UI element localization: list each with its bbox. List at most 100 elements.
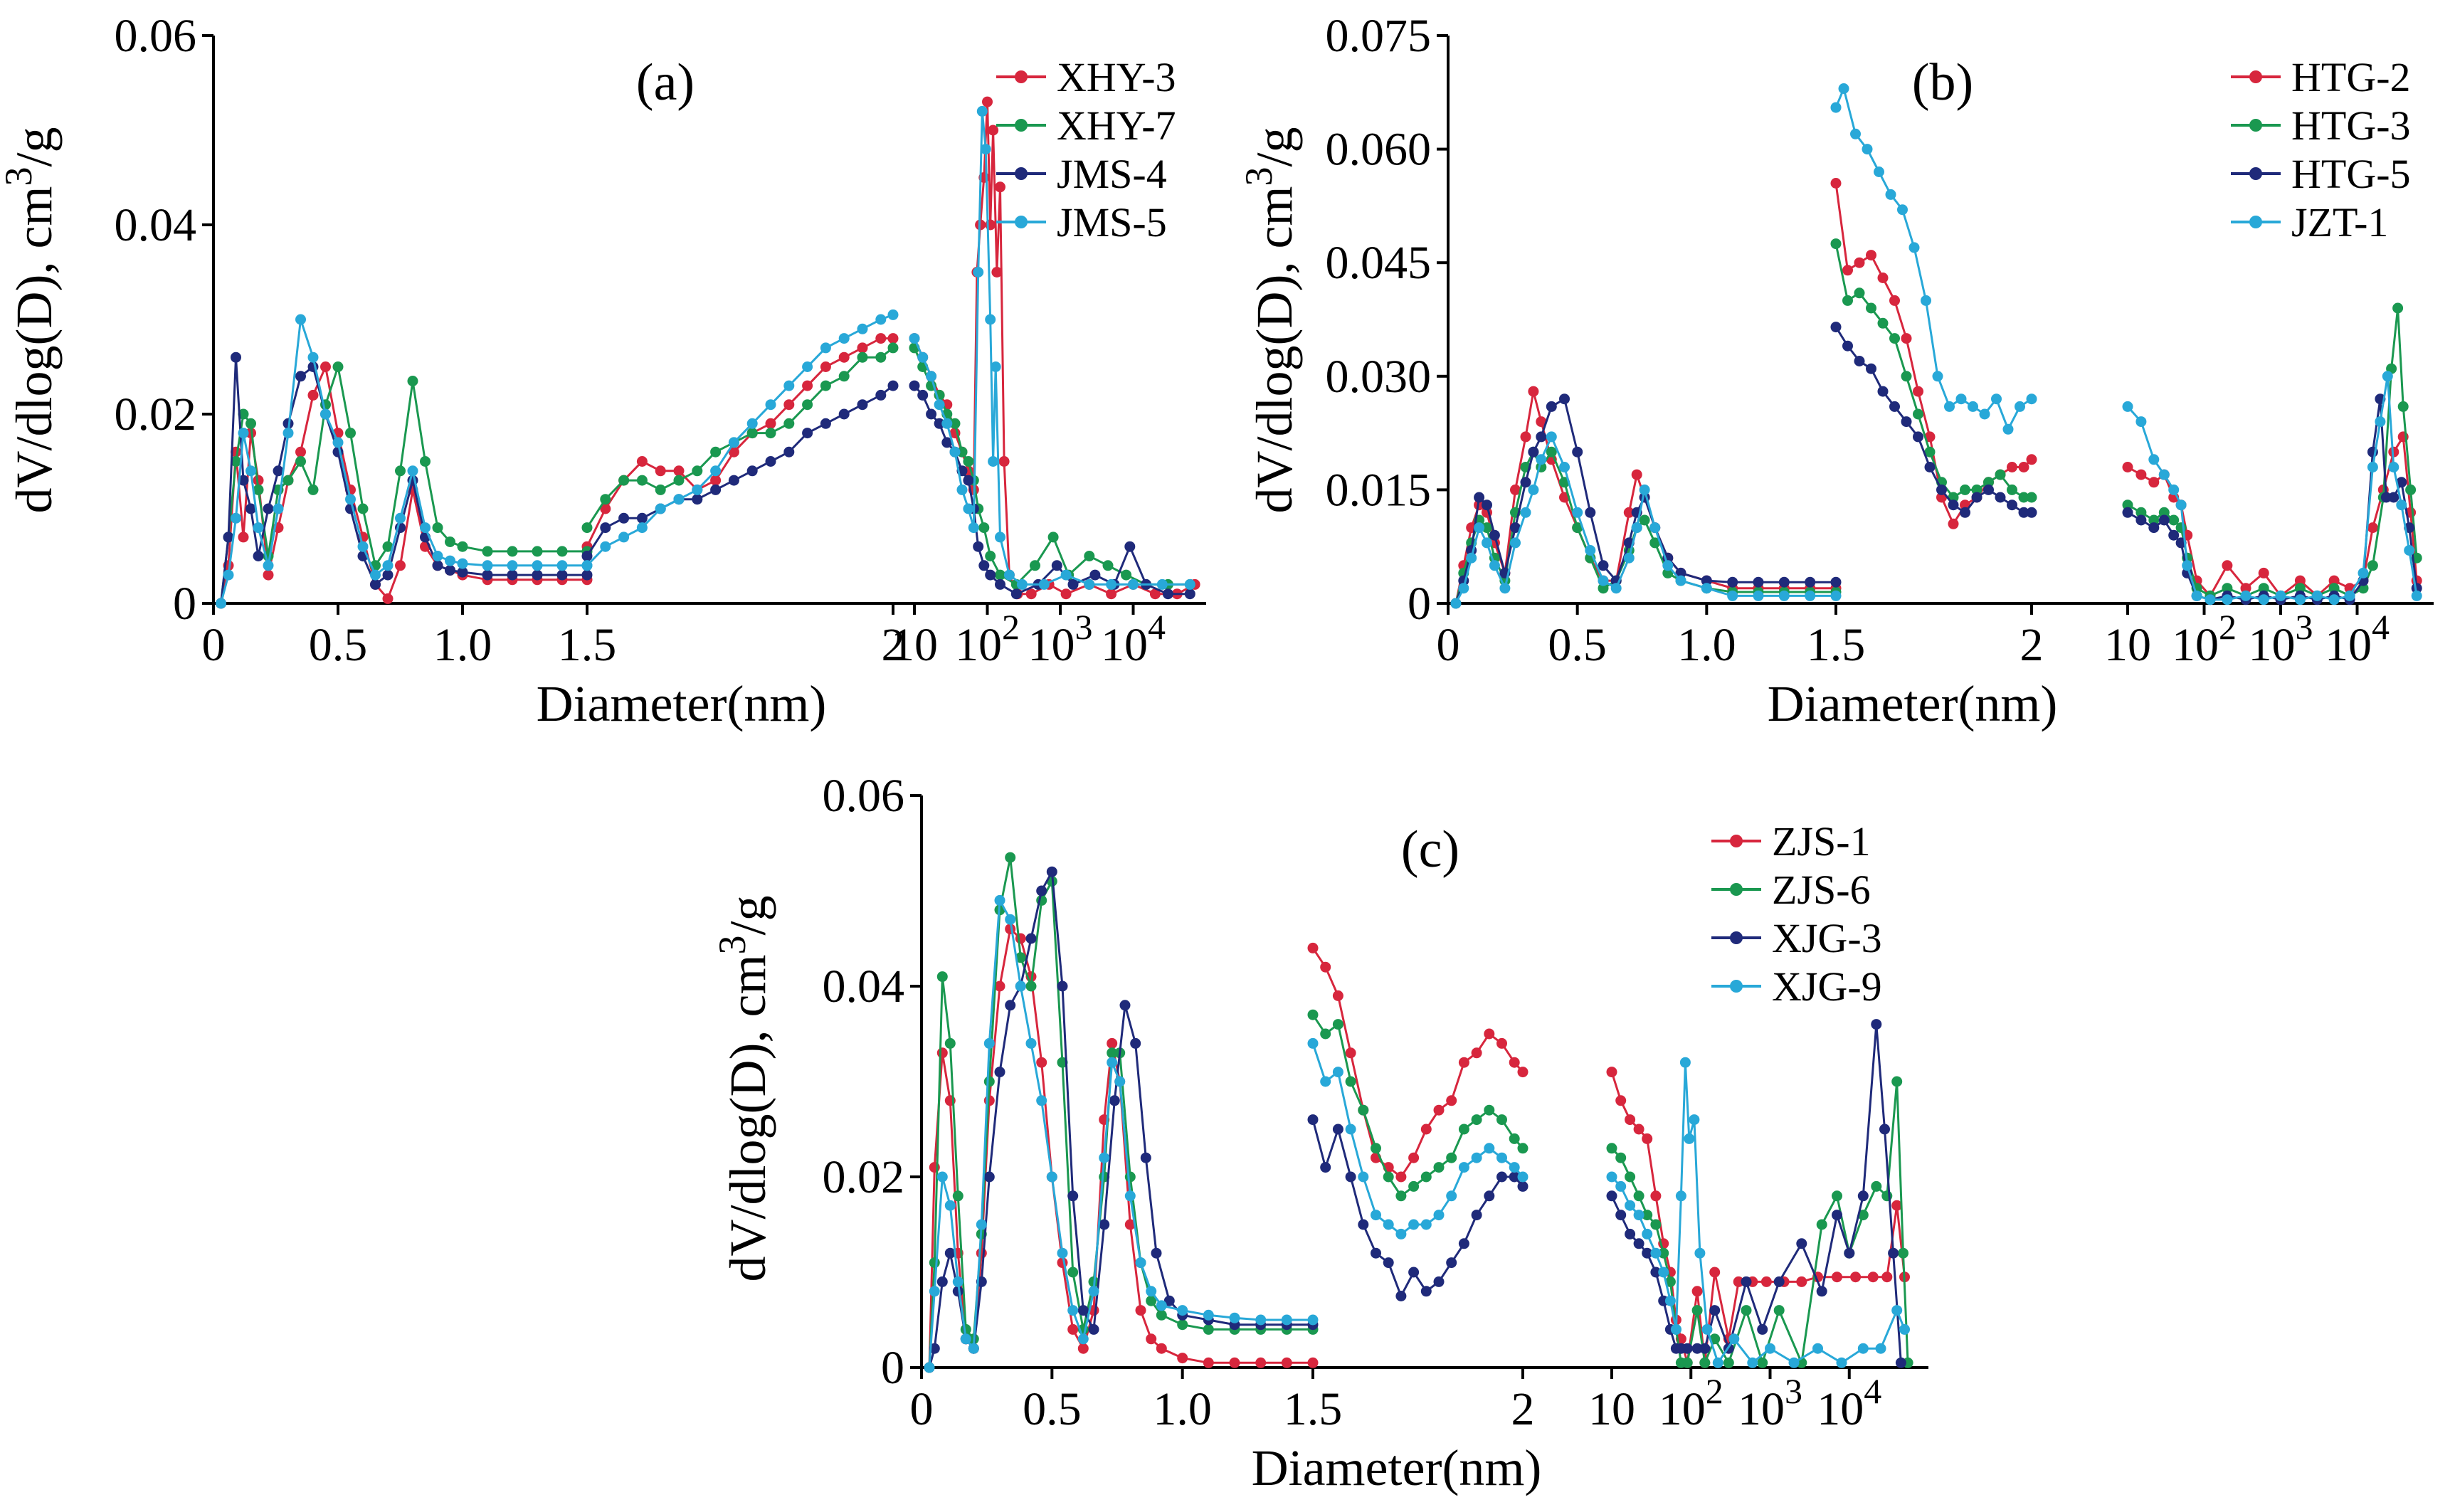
data-point [1995,469,2006,480]
data-point [976,105,988,117]
data-point [1358,1219,1369,1230]
data-point [238,475,249,486]
data-point [246,465,256,477]
data-point [307,389,319,401]
data-point [1119,1000,1131,1011]
data-point [2404,545,2415,556]
data-point [1536,454,1547,465]
data-point [1184,578,1195,590]
data-point [1932,371,1943,382]
data-point [991,267,1003,277]
data-point [2007,484,2017,495]
data-point [420,522,431,534]
data-point [1528,484,1539,495]
data-point [1307,1037,1319,1049]
data-point [838,371,850,382]
data-point [507,569,518,581]
data-point [2380,492,2392,503]
data-point [1642,1210,1653,1221]
data-point [382,560,394,571]
data-point [1038,578,1050,590]
data-point [1836,1357,1847,1368]
data-point [1899,1323,1910,1335]
data-point [926,371,937,382]
data-point [1067,1305,1079,1316]
data-point [1765,1343,1775,1354]
data-point [983,1076,995,1087]
data-point [1816,1219,1827,1230]
data-point [765,428,776,439]
data-point [1773,1305,1785,1316]
legend-label: HTG-5 [2291,151,2411,197]
data-point [1358,1104,1369,1116]
data-point [1281,1357,1292,1368]
data-point [1664,1295,1676,1306]
data-point [1778,576,1790,588]
data-point [985,569,996,581]
data-point [1631,522,1642,534]
series-jms-5 [216,105,1195,609]
data-point [765,399,776,411]
data-point [1005,1000,1016,1011]
y-tick-label: 0.030 [1326,351,1432,403]
data-point [917,389,929,401]
data-point [618,532,630,543]
data-point [1471,1152,1482,1163]
data-point [1830,322,1842,333]
data-point [1709,1305,1721,1316]
data-point [1924,462,1936,472]
data-point [936,971,948,983]
data-point [1458,1057,1469,1068]
data-point [1830,590,1842,601]
data-point [1124,541,1136,552]
data-point [1866,250,1876,261]
data-point [2191,590,2202,601]
data-point [1482,537,1492,549]
data-point [1960,484,1970,495]
data-point [1005,914,1016,925]
data-point [1471,1114,1482,1126]
data-point [1598,560,1609,571]
data-point [1114,1076,1126,1087]
series-zjs-6 [924,852,1913,1373]
data-point [1484,1143,1495,1154]
data-point [556,569,568,581]
data-point [1832,1272,1842,1283]
data-point [1675,567,1686,578]
data-point [1650,1247,1662,1259]
data-point [2258,567,2269,578]
data-point [728,475,739,486]
data-point [949,446,961,458]
x-tick-label: 10 [2104,619,2151,671]
data-point [482,569,493,581]
data-point [875,389,887,401]
data-point [1135,1305,1146,1316]
data-point [1307,1314,1319,1326]
data-point [1606,1171,1617,1183]
data-point [1130,1037,1141,1049]
data-point [1121,569,1132,581]
data-point [1866,363,1876,374]
legend-item-xjg-9: XJG-9 [1711,963,1882,1010]
data-point [1140,1152,1151,1163]
data-point [1510,522,1521,534]
data-point [1332,1124,1343,1135]
data-point [1701,583,1712,594]
data-point [1320,1162,1331,1173]
data-point [1156,1300,1167,1311]
data-point [1255,1314,1267,1326]
data-point [1458,1124,1469,1135]
data-point [1572,507,1583,518]
data-point [556,560,568,571]
data-point [1484,1190,1495,1202]
data-point [1124,1219,1136,1230]
data-point [1509,1133,1520,1144]
legend-swatch-marker [1730,883,1743,896]
data-point [1699,1357,1711,1368]
y-tick-label: 0.075 [1326,10,1432,62]
data-point [1520,431,1531,443]
data-point [1089,569,1101,581]
data-point [2328,583,2340,594]
data-point [2382,371,2393,382]
